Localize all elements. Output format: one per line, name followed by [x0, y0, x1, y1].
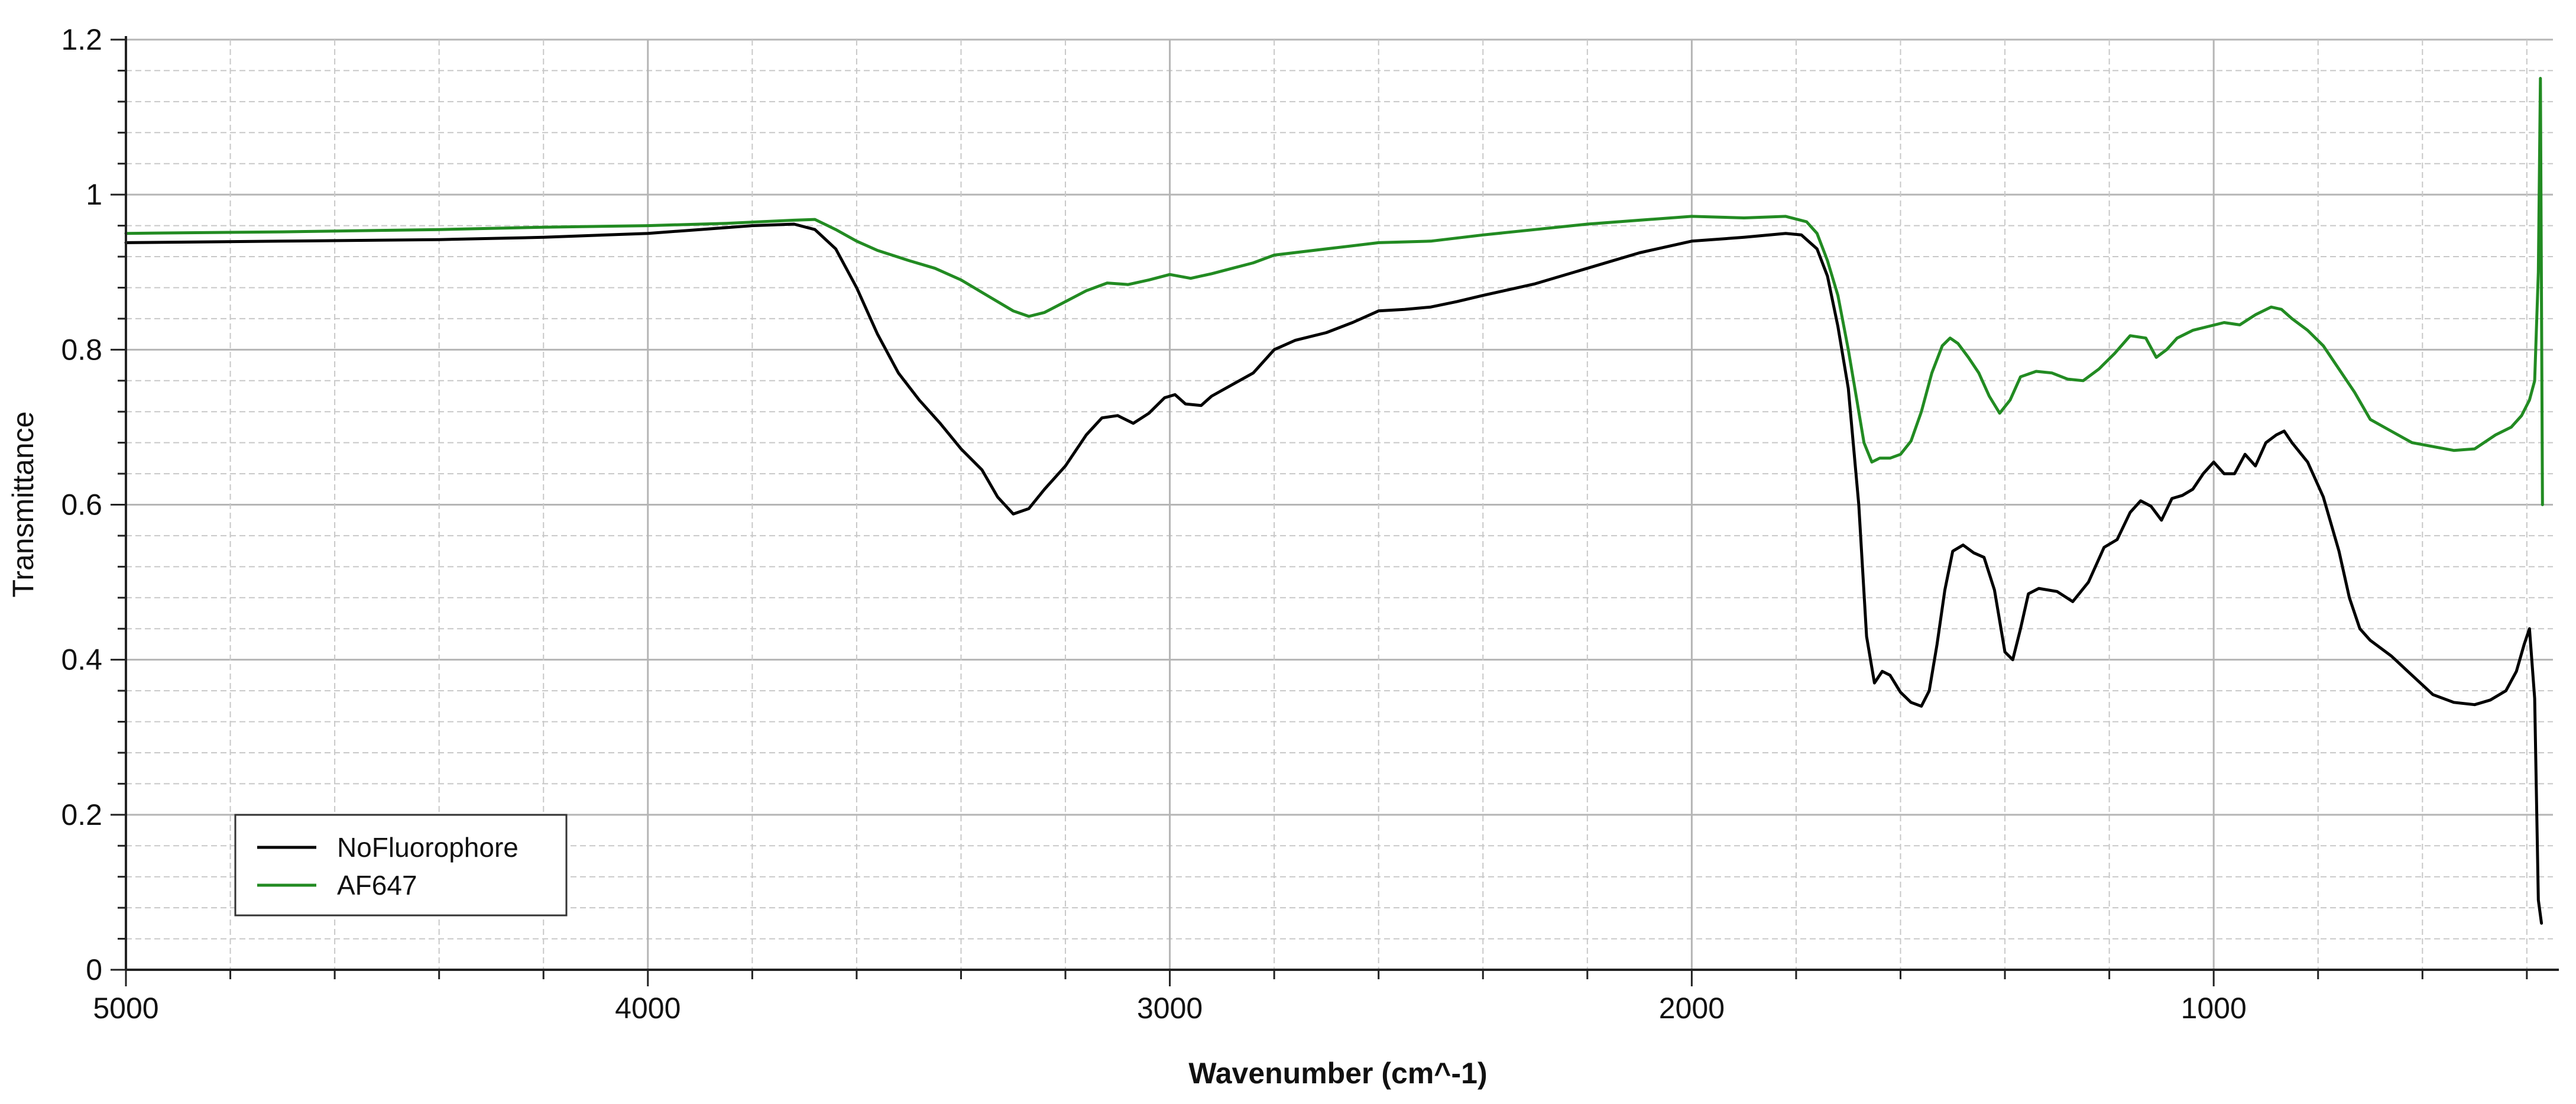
- series-line-nofluorophore: [124, 222, 2543, 925]
- x-tick-label: 4000: [615, 992, 681, 1025]
- x-tick-label: 5000: [93, 992, 158, 1025]
- y-tick-label: 1: [86, 178, 102, 211]
- plot-area: [124, 77, 2544, 925]
- y-tick-label: 0: [86, 953, 102, 986]
- legend-box: [234, 814, 568, 917]
- x-tick-label: 2000: [1659, 992, 1725, 1025]
- x-tick-label: 3000: [1137, 992, 1203, 1025]
- x-axis-title: Wavenumber (cm^-1): [1188, 1057, 1487, 1090]
- series-line-af647: [124, 77, 2544, 506]
- ticks: 0 0.2 0.4 0.6 0.8 1 1.2 5000 4000 3000 2000 1000: [61, 23, 2528, 1025]
- y-tick-label: 0.2: [61, 798, 102, 831]
- y-tick-label: 0.4: [61, 643, 102, 676]
- legend: NoFluorophore AF647: [234, 814, 568, 917]
- y-tick-label: 0.8: [61, 333, 102, 366]
- grid: [126, 38, 2553, 971]
- legend-label-af647: AF647: [337, 870, 417, 901]
- legend-label-nofluorophore: NoFluorophore: [337, 832, 519, 863]
- x-tick-label: 1000: [2181, 992, 2247, 1025]
- y-tick-label: 1.2: [61, 23, 102, 56]
- y-axis-title: Transmittance: [7, 412, 40, 598]
- y-tick-label: 0.6: [61, 488, 102, 522]
